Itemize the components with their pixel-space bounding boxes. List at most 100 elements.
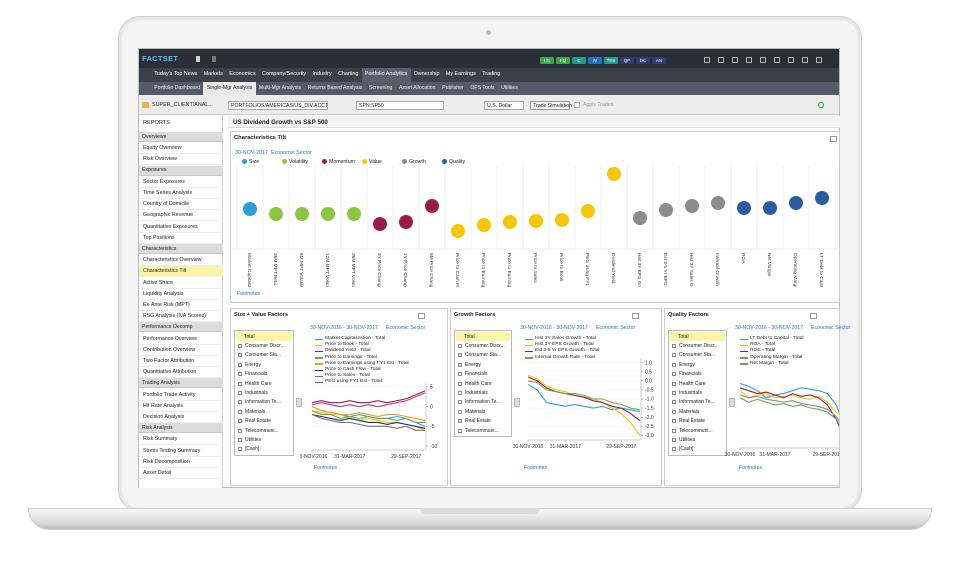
button[interactable]: Trade Simulation — [530, 101, 572, 110]
tab[interactable]: Company/Security — [262, 71, 307, 78]
sector-text: Telecommuni... — [465, 427, 499, 434]
app-button[interactable]: N — [588, 57, 602, 64]
sector-item[interactable]: Energy — [670, 360, 725, 369]
sector-item[interactable]: Consumer Discr... — [670, 341, 725, 350]
sector-item[interactable]: Total — [236, 332, 292, 341]
subtab[interactable]: Single-Mgr Analysis — [203, 82, 256, 95]
subtab[interactable]: Multi-Mgr Analysis — [258, 84, 301, 91]
tab[interactable]: Economics — [229, 71, 256, 78]
sector-item[interactable]: Telecommuni... — [670, 426, 725, 435]
sector-item[interactable]: Real Estate — [670, 417, 725, 426]
sector-item[interactable]: Telecommuni... — [236, 426, 292, 435]
category-label: 36M MPT Volatility — [350, 253, 356, 287]
sidebar-item[interactable]: Time Series Analysis — [139, 188, 223, 199]
sector-item[interactable]: Energy — [236, 360, 292, 369]
sidebar-item[interactable]: Quantitative Attribution — [139, 367, 223, 379]
sector-item[interactable]: Industrials — [456, 388, 510, 397]
sidebar-item[interactable]: Geographic Revenue — [139, 210, 223, 222]
sidebar-item[interactable]: Two Factor Attribution — [139, 356, 223, 367]
sector-item[interactable]: Health Care — [236, 379, 292, 388]
tab[interactable]: Portfolio Analytics — [361, 68, 411, 82]
tab[interactable]: Industry — [312, 71, 332, 78]
app-button[interactable]: DC — [636, 57, 650, 64]
sidebar-item[interactable]: Asset Detail — [139, 468, 223, 479]
input-field[interactable]: SPN:SP50 — [356, 101, 444, 110]
sidebar-item[interactable]: Top Positions — [139, 233, 223, 244]
tab[interactable]: Trading — [482, 71, 501, 78]
sidebar-item[interactable]: Stress Testing Summary — [139, 446, 223, 457]
sidebar-header: Exposures — [139, 165, 223, 176]
sidebar-item[interactable]: ESG Analysis (IVA Scores) — [139, 311, 223, 323]
sector-item[interactable]: Materials — [236, 407, 292, 416]
app-button[interactable]: TES — [604, 57, 618, 64]
sector-item[interactable]: Real Estate — [456, 417, 510, 426]
app-button[interactable]: C — [572, 57, 586, 64]
sector-item[interactable]: Information Te... — [456, 398, 510, 407]
sidebar-item[interactable]: Characteristics Tilt — [139, 266, 223, 278]
sidebar-item-text: Top Positions — [143, 234, 175, 241]
app-button[interactable]: LG — [540, 57, 554, 64]
sidebar-item[interactable]: Risk Decomposition — [139, 457, 223, 468]
sidebar-item[interactable]: Liquidity Analysis — [139, 289, 223, 300]
subtab[interactable]: Publisher — [442, 84, 464, 91]
sidebar-item[interactable]: Performance Overview — [139, 334, 223, 345]
app-button[interactable]: AN — [652, 57, 666, 64]
sidebar-item[interactable]: Hit Rate Analysis — [139, 401, 223, 412]
sector-item[interactable]: Industrials — [236, 388, 292, 397]
sector-item[interactable]: Utilities — [236, 435, 292, 444]
sidebar-item[interactable]: Ex-Ante Risk (MPT) — [139, 300, 223, 311]
sector-item[interactable]: Materials — [670, 407, 725, 416]
sidebar-item[interactable]: Risk Overview — [139, 154, 223, 166]
sector-item[interactable]: Energy — [456, 360, 510, 369]
tab[interactable]: My Earnings — [445, 71, 476, 78]
dot — [659, 203, 673, 217]
input-field[interactable]: U.S. Dollar — [484, 101, 524, 110]
sidebar-item[interactable]: Decision Analysis — [139, 412, 223, 423]
sidebar-item[interactable]: Country of Domicile — [139, 199, 223, 211]
sidebar-item[interactable]: Quantitative Exposures — [139, 222, 223, 233]
sidebar-item[interactable]: Risk Summary — [139, 434, 223, 446]
subtab[interactable]: Utilities — [501, 84, 518, 91]
subtab[interactable]: Asset Allocation — [398, 84, 436, 91]
sector-item[interactable]: Consumer Discr... — [456, 341, 510, 350]
sector-item[interactable]: Materials — [456, 407, 510, 416]
subtab[interactable]: Portfolio Dashboard — [154, 84, 201, 91]
sector-item[interactable]: Total — [456, 332, 510, 341]
sidebar-item[interactable]: Active Share — [139, 278, 223, 289]
sector-item[interactable]: Telecommuni... — [456, 426, 510, 435]
sector-item[interactable]: Financials — [456, 370, 510, 379]
checkbox[interactable] — [574, 102, 580, 108]
sector-item[interactable]: [Cash] — [236, 445, 292, 454]
sector-item[interactable]: Total — [670, 332, 725, 341]
sector-item[interactable]: [Cash] — [670, 445, 725, 454]
sector-item[interactable]: Consumer Sta... — [236, 351, 292, 360]
sector-item[interactable]: Real Estate — [236, 417, 292, 426]
sector-item[interactable]: Financials — [236, 370, 292, 379]
sidebar-item[interactable]: Contribution Overview — [139, 345, 223, 356]
sidebar-item[interactable]: Characteristics Overview — [139, 255, 223, 267]
sector-item[interactable]: Consumer Sta... — [670, 351, 725, 360]
sector-item[interactable]: Consumer Sta... — [456, 351, 510, 360]
subtab[interactable]: OFS Tools — [470, 84, 495, 91]
tab[interactable]: Markets — [203, 71, 223, 78]
subtab[interactable]: Screening — [368, 84, 393, 91]
sidebar-item[interactable]: Portfolio Trade Activity — [139, 390, 223, 401]
subtab[interactable]: Returns Based Analysis — [307, 84, 363, 91]
tab[interactable]: Charting — [338, 71, 359, 78]
app-button[interactable]: QP — [620, 57, 634, 64]
sector-item[interactable]: Health Care — [670, 379, 725, 388]
sector-item[interactable]: Utilities — [670, 435, 725, 444]
sector-item[interactable]: Financials — [670, 370, 725, 379]
sector-item[interactable]: Information Te... — [236, 398, 292, 407]
input-field[interactable]: PORTFOLIOS/AMERICAS/US_DIV.ACCT — [228, 101, 328, 110]
sidebar-item[interactable]: Sector Exposures — [139, 177, 223, 188]
app-button[interactable]: FQ — [556, 57, 570, 64]
sector-item[interactable]: Consumer Discr... — [236, 341, 292, 350]
sector-item[interactable]: Health Care — [456, 379, 510, 388]
sidebar-item[interactable]: Equity Overview — [139, 143, 223, 155]
tab[interactable]: Ownership — [413, 71, 440, 78]
tab[interactable]: Today's Top News — [154, 71, 198, 78]
sector-item[interactable]: Industrials — [670, 388, 725, 397]
sector-item[interactable]: Information Te... — [670, 398, 725, 407]
line-series — [311, 414, 425, 431]
